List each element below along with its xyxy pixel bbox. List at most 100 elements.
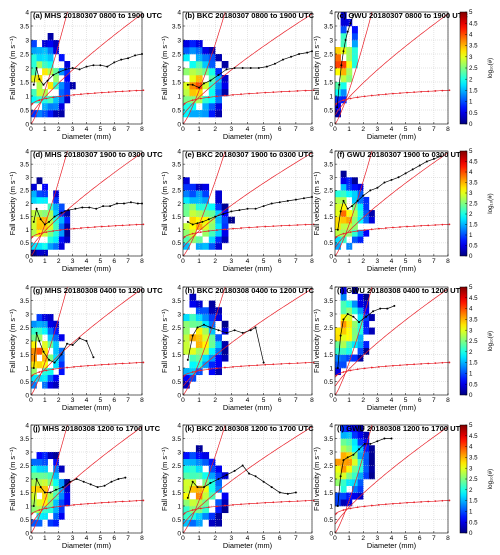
heatmap-cell bbox=[346, 354, 353, 362]
panel-title: (c) GWU 20180307 0800 to 1900 UTC bbox=[337, 11, 468, 20]
heatmap-cell bbox=[208, 368, 216, 376]
x-tick-label: 0 bbox=[333, 258, 337, 265]
mean-curve-point bbox=[60, 353, 63, 356]
heatmap-cell bbox=[195, 196, 203, 204]
panel-title: (d) MHS 20180307 1900 to 0300 UTC bbox=[33, 150, 163, 159]
heatmap-cell bbox=[351, 216, 358, 224]
mean-curve-point bbox=[35, 207, 38, 210]
heatmap-cell bbox=[351, 458, 358, 466]
reference-marker bbox=[288, 90, 291, 93]
heatmap-cell bbox=[47, 519, 54, 527]
y-tick-label: 3.5 bbox=[324, 23, 333, 30]
heatmap-cell bbox=[31, 334, 37, 342]
x-axis-label: Diameter (mm) bbox=[62, 541, 111, 550]
reference-marker bbox=[80, 93, 82, 96]
colorbar-tick-label: 4 bbox=[469, 169, 473, 176]
reference-marker bbox=[441, 499, 444, 502]
mean-curve bbox=[187, 465, 296, 499]
heatmap-cell bbox=[346, 242, 353, 250]
heatmap-cell bbox=[42, 341, 48, 349]
y-tick-label: 3.5 bbox=[324, 161, 333, 168]
heatmap-cell bbox=[202, 216, 210, 224]
heatmap-cell bbox=[335, 368, 341, 376]
mean-curve-point bbox=[46, 79, 49, 82]
heatmap-cell bbox=[351, 438, 358, 446]
mean-curve-point bbox=[32, 505, 35, 507]
reference-marker bbox=[114, 224, 117, 227]
colorbar-label: log₁₀(#) bbox=[487, 331, 494, 351]
x-tick-label: 5 bbox=[262, 397, 266, 404]
mean-curve-point bbox=[302, 197, 305, 200]
x-tick-label: 0 bbox=[29, 397, 33, 404]
y-tick-label: 2.5 bbox=[324, 51, 333, 58]
mean-curve-point bbox=[294, 491, 297, 494]
colorbar-tick-label: 3 bbox=[469, 54, 473, 61]
mean-curve-point bbox=[278, 491, 281, 494]
heatmap-cell bbox=[202, 229, 210, 237]
colorbar-tick-label: 1 bbox=[469, 371, 473, 378]
reference-marker bbox=[215, 505, 218, 508]
heatmap-cell bbox=[202, 492, 210, 500]
x-tick-label: 5 bbox=[262, 258, 266, 265]
heatmap-cell bbox=[183, 492, 190, 500]
y-tick-label: 1.5 bbox=[20, 352, 29, 359]
heatmap-cell bbox=[215, 236, 222, 244]
heatmap-cell bbox=[208, 236, 216, 244]
heatmap-cell bbox=[346, 425, 353, 433]
mean-curve-point bbox=[286, 199, 289, 202]
heatmap-cell bbox=[340, 82, 347, 90]
reference-marker bbox=[370, 228, 373, 231]
heatmap-cell bbox=[69, 82, 76, 90]
heatmap-cell bbox=[208, 229, 216, 237]
heatmap-cell bbox=[36, 458, 43, 466]
heatmap-cell bbox=[357, 347, 364, 355]
heatmap-cell bbox=[183, 341, 190, 349]
heatmap-cell bbox=[221, 82, 229, 90]
y-tick-label: 3.5 bbox=[172, 23, 181, 30]
reference-marker bbox=[73, 365, 75, 368]
heatmap-cell bbox=[340, 203, 347, 211]
heatmap-cell bbox=[208, 485, 216, 493]
y-tick-label: 2 bbox=[329, 201, 333, 208]
heatmap-cell bbox=[351, 431, 358, 439]
reference-marker bbox=[59, 367, 62, 370]
reference-marker bbox=[363, 505, 366, 508]
heatmap-cell bbox=[64, 96, 71, 104]
heatmap-cell bbox=[64, 492, 71, 500]
y-tick-label: 4 bbox=[25, 422, 29, 429]
mean-curve-point bbox=[241, 331, 244, 334]
reference-marker bbox=[224, 94, 226, 97]
panel-title: (g) MHS 20180308 0400 to 1200 UTC bbox=[33, 286, 163, 295]
y-tick-label: 3 bbox=[329, 37, 333, 44]
heatmap-cell bbox=[363, 210, 370, 217]
heatmap-cell bbox=[335, 82, 341, 90]
heatmap-cell bbox=[208, 341, 216, 349]
heatmap-cell bbox=[215, 485, 222, 493]
x-tick-label: 2 bbox=[213, 258, 217, 265]
heatmap-cell bbox=[215, 472, 222, 480]
heatmap-cell bbox=[53, 334, 60, 342]
colorbar-tick-label: 3.5 bbox=[469, 317, 478, 324]
heatmap-cell bbox=[335, 465, 341, 473]
reference-marker bbox=[191, 99, 194, 102]
colorbar-i: 0 0.5 1 1.5 2 2.5 3 3.5 4 4.5 5 log₁₀(#) bbox=[459, 284, 494, 399]
heatmap-cell bbox=[42, 68, 48, 76]
reference-marker bbox=[80, 503, 82, 506]
y-tick-label: 1.5 bbox=[324, 490, 333, 497]
heatmap-cell bbox=[183, 334, 190, 342]
heatmap-cell bbox=[58, 110, 65, 118]
heatmap-cell bbox=[340, 190, 347, 198]
colorbar-tick-label: 5 bbox=[469, 284, 473, 291]
panel-title: (h) BKC 20180308 0400 to 1200 UTC bbox=[185, 286, 315, 295]
mean-curve-point bbox=[186, 220, 189, 223]
reference-marker bbox=[59, 95, 62, 98]
heatmap-cell bbox=[189, 75, 197, 83]
heatmap-cell bbox=[189, 499, 197, 507]
mean-curve-point bbox=[122, 202, 125, 205]
mean-curve-point bbox=[336, 106, 339, 109]
reference-marker bbox=[121, 362, 124, 365]
heatmap-cell bbox=[202, 452, 210, 460]
heatmap-cell bbox=[340, 438, 347, 446]
reference-marker bbox=[232, 365, 234, 368]
heatmap-cell bbox=[189, 320, 197, 328]
